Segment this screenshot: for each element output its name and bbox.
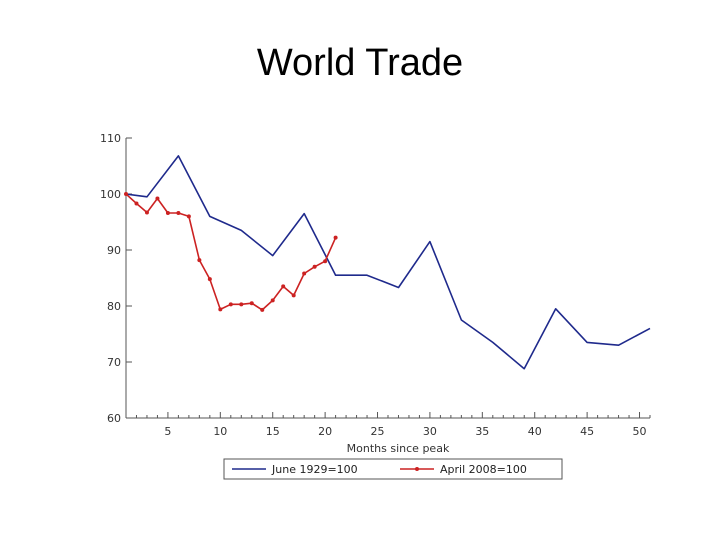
y-tick-label: 90	[107, 244, 121, 257]
data-point	[197, 258, 202, 263]
x-tick-label: 45	[580, 425, 594, 438]
data-point	[186, 214, 191, 219]
data-point	[207, 277, 212, 282]
chart-legend: June 1929=100 April 2008=100	[223, 458, 563, 480]
y-tick-label: 100	[100, 188, 121, 201]
data-point	[134, 201, 139, 206]
data-point	[323, 259, 328, 264]
data-point	[333, 235, 338, 240]
data-point	[270, 298, 275, 303]
x-tick-label: 25	[371, 425, 385, 438]
chart-axes: 60 70 80 90 100 110 5 10 15 20 25 30 35 40 45 50	[100, 132, 651, 438]
data-point	[124, 192, 128, 196]
data-point	[291, 293, 296, 298]
legend-marker	[415, 467, 419, 471]
x-tick-label: 35	[475, 425, 489, 438]
x-axis-label: Months since peak	[347, 442, 450, 455]
x-tick-label: 40	[528, 425, 542, 438]
y-tick-label: 80	[107, 300, 121, 313]
data-point	[260, 307, 265, 312]
x-tick-label: 5	[164, 425, 171, 438]
data-point	[155, 196, 160, 201]
data-point	[281, 284, 286, 289]
data-point	[176, 211, 181, 216]
y-tick-label: 110	[100, 132, 121, 145]
data-point	[249, 301, 254, 306]
y-tick-label: 60	[107, 412, 121, 425]
data-point	[239, 302, 244, 307]
chart-series	[124, 155, 651, 370]
legend-label: April 2008=100	[440, 463, 527, 476]
series-line-2	[125, 193, 337, 311]
legend-label: June 1929=100	[271, 463, 358, 476]
data-point	[228, 302, 233, 307]
series-line-1	[125, 155, 651, 370]
data-point	[144, 210, 149, 215]
x-tick-label: 30	[423, 425, 437, 438]
x-tick-label: 10	[213, 425, 227, 438]
data-point	[312, 264, 317, 269]
data-point	[165, 211, 170, 216]
data-point	[302, 271, 307, 276]
x-tick-label: 15	[266, 425, 280, 438]
legend-box	[223, 458, 563, 480]
x-tick-label: 20	[318, 425, 332, 438]
x-tick-label: 50	[633, 425, 647, 438]
slide-title: World Trade	[256, 42, 464, 84]
data-point	[218, 307, 223, 312]
y-tick-label: 70	[107, 356, 121, 369]
